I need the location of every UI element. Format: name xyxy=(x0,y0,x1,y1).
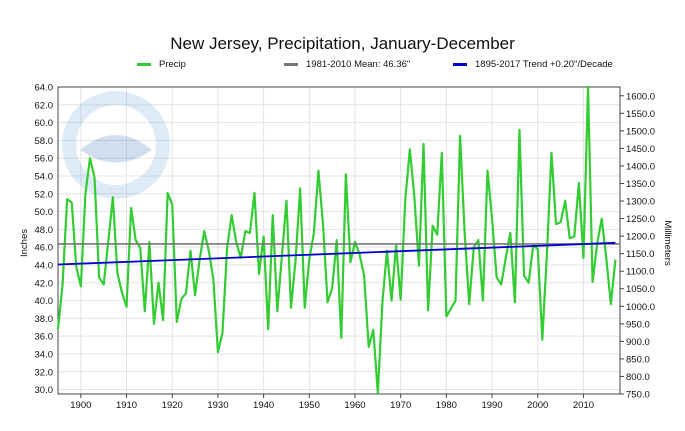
y-tick-label-right: 1500.0 xyxy=(626,126,655,137)
legend-mean-swatch xyxy=(284,63,298,66)
line-layer xyxy=(56,85,620,395)
x-tick-label: 1910 xyxy=(116,400,137,411)
y-tick-label-right: 900.0 xyxy=(626,337,650,348)
y-tick-label-right: 1150.0 xyxy=(626,249,654,260)
x-tick-label: 1950 xyxy=(299,400,320,411)
y-tick-label-left: 36.0 xyxy=(35,332,54,343)
legend-trend-label: 1895-2017 Trend +0.20"/Decade xyxy=(475,59,613,70)
trend-line xyxy=(57,241,616,266)
legend-precip-label: Precip xyxy=(159,59,186,70)
y-tick-label-left: 40.0 xyxy=(35,296,54,307)
legend-mean-label: 1981-2010 Mean: 46.36" xyxy=(306,59,411,70)
y-tick-label-right: 1600.0 xyxy=(626,91,655,102)
y-tick-label-left: 56.0 xyxy=(35,154,54,165)
chart-title: New Jersey, Precipitation, January-Decem… xyxy=(170,34,515,53)
plot-area xyxy=(57,86,621,395)
y-tick-label-left: 64.0 xyxy=(35,83,54,94)
noaa-watermark: NOAA xyxy=(62,91,170,199)
legend-precip: Precip xyxy=(137,59,186,70)
y-tick-label-right: 1350.0 xyxy=(626,179,655,190)
y-tick-label-right: 1200.0 xyxy=(626,232,655,243)
x-tick-label: 1900 xyxy=(70,400,91,411)
y-tick-label-left: 38.0 xyxy=(35,314,54,325)
x-tick-label: 1960 xyxy=(344,400,365,411)
y-tick-label-left: 44.0 xyxy=(35,260,54,271)
tick-layer: 30.0 32.0 34.0 36.0 38.0 40.0 42.0 44.0 46.0 48.0… xyxy=(35,83,656,412)
y-tick-label-right: 1250.0 xyxy=(626,214,655,225)
legend-precip-swatch xyxy=(137,63,151,66)
y-tick-label-left: 34.0 xyxy=(35,349,54,360)
y-tick-label-left: 48.0 xyxy=(35,225,54,236)
y-tick-label-right: 1400.0 xyxy=(626,161,655,172)
y-tick-label-right: 950.0 xyxy=(626,319,650,330)
svg-text:NOAA: NOAA xyxy=(95,118,136,134)
x-tick-label: 2010 xyxy=(573,400,594,411)
y-tick-label-right: 1300.0 xyxy=(626,197,655,208)
x-tick-label: 1920 xyxy=(162,400,183,411)
y-tick-label-right: 1000.0 xyxy=(626,302,655,313)
y-tick-label-right: 1100.0 xyxy=(626,267,654,278)
y-axis-title-right: Millimeters xyxy=(662,220,673,266)
precip-series-line xyxy=(56,85,617,395)
legend-trend-swatch xyxy=(453,63,467,66)
y-tick-label-left: 42.0 xyxy=(35,278,54,289)
y-tick-label-left: 46.0 xyxy=(35,243,54,254)
x-tick-label: 1940 xyxy=(253,400,274,411)
x-tick-label: 1970 xyxy=(390,400,411,411)
y-tick-label-right: 800.0 xyxy=(626,372,650,383)
y-tick-label-left: 32.0 xyxy=(35,367,54,378)
y-tick-label-left: 58.0 xyxy=(35,136,54,147)
x-tick-label: 1980 xyxy=(436,400,457,411)
y-tick-label-right: 1450.0 xyxy=(626,144,655,155)
x-tick-label: 2000 xyxy=(527,400,548,411)
y-axis-title-left: Inches xyxy=(19,229,30,257)
y-tick-label-right: 1550.0 xyxy=(626,109,655,120)
y-tick-label-left: 30.0 xyxy=(35,385,54,396)
y-tick-label-right: 750.0 xyxy=(626,390,650,401)
y-tick-label-right: 1050.0 xyxy=(626,284,655,295)
y-tick-label-left: 62.0 xyxy=(35,100,54,111)
x-tick-label: 1930 xyxy=(207,400,228,411)
y-tick-label-left: 50.0 xyxy=(35,207,54,218)
y-tick-label-left: 52.0 xyxy=(35,189,54,200)
y-tick-label-left: 60.0 xyxy=(35,118,54,129)
y-tick-label-right: 850.0 xyxy=(626,354,650,365)
legend-trend: 1895-2017 Trend +0.20"/Decade xyxy=(453,59,613,70)
y-tick-label-left: 54.0 xyxy=(35,171,54,182)
legend-mean: 1981-2010 Mean: 46.36" xyxy=(284,59,410,70)
x-tick-label: 1990 xyxy=(481,400,502,411)
